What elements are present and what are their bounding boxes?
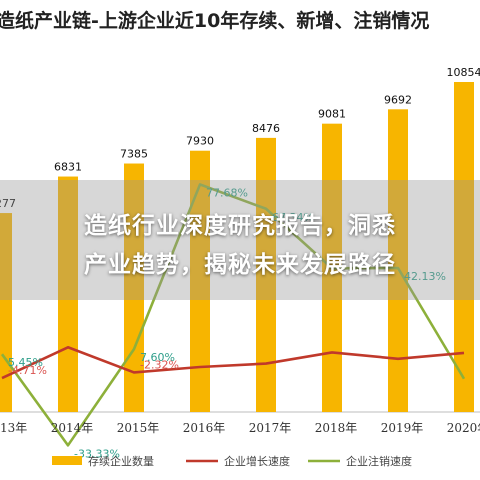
bar-2020年: [454, 82, 474, 412]
cancel-label-2014年: -33.33%: [74, 447, 120, 460]
bar-label-2015年: 7385: [120, 148, 148, 161]
bar-label-2016年: 7930: [186, 135, 214, 148]
bar-2016年: [190, 150, 210, 413]
bar-2015年: [124, 163, 144, 412]
overlay-banner: [0, 180, 480, 300]
bar-label-2014年: 6831: [54, 161, 82, 174]
legend-label-cancel: 企业注销速度: [346, 454, 412, 468]
legend-label-bar: 存续企业数量: [88, 454, 154, 468]
cancel-rate-line: [0, 183, 466, 447]
bar-label-2019年: 9692: [384, 93, 412, 106]
chart-title: 造纸产业链-上游企业近10年存续、新增、注销情况: [0, 10, 430, 32]
cancel-label-2013年: 5.45%: [8, 356, 43, 369]
x-tick-2013年: 2013年: [0, 421, 27, 435]
growth-label-2015年: -2.32%: [140, 358, 179, 371]
x-tick-2016年: 2016年: [183, 421, 226, 435]
cancel-label-2019年: 42.13%: [404, 270, 446, 283]
cancel-label-2016年: 77.68%: [206, 186, 248, 199]
bar-label-2017年: 8476: [252, 122, 280, 135]
growth-rate-line: [1, 345, 465, 380]
bar-label-2018年: 9081: [318, 108, 346, 121]
legend-swatch-bar: [52, 456, 82, 465]
bar-2014年: [58, 176, 78, 412]
x-tick-2019年: 2019年: [381, 421, 424, 435]
growth-label-2013年: -4.71%: [8, 364, 47, 377]
overlay-text-line-1: 造纸行业深度研究报告，洞悉: [84, 213, 396, 239]
bar-2019年: [388, 109, 408, 412]
x-tick-2014年: 2014年: [51, 421, 94, 435]
overlay-text-line-2: 产业趋势，揭秘未来发展路径: [84, 252, 396, 278]
legend-label-growth: 企业增长速度: [224, 454, 290, 468]
x-tick-2017年: 2017年: [249, 421, 292, 435]
cancel-label-2017年: 67.34%: [272, 211, 314, 224]
cancel-label-2015年: 7.60%: [140, 351, 175, 364]
x-tick-2015年: 2015年: [117, 421, 160, 435]
x-tick-2018年: 2018年: [315, 421, 358, 435]
bar-label-2013年: 5277: [0, 197, 16, 210]
bar-label-2020年: 10854: [447, 66, 480, 79]
x-tick-2020年: 2020年: [447, 421, 480, 435]
